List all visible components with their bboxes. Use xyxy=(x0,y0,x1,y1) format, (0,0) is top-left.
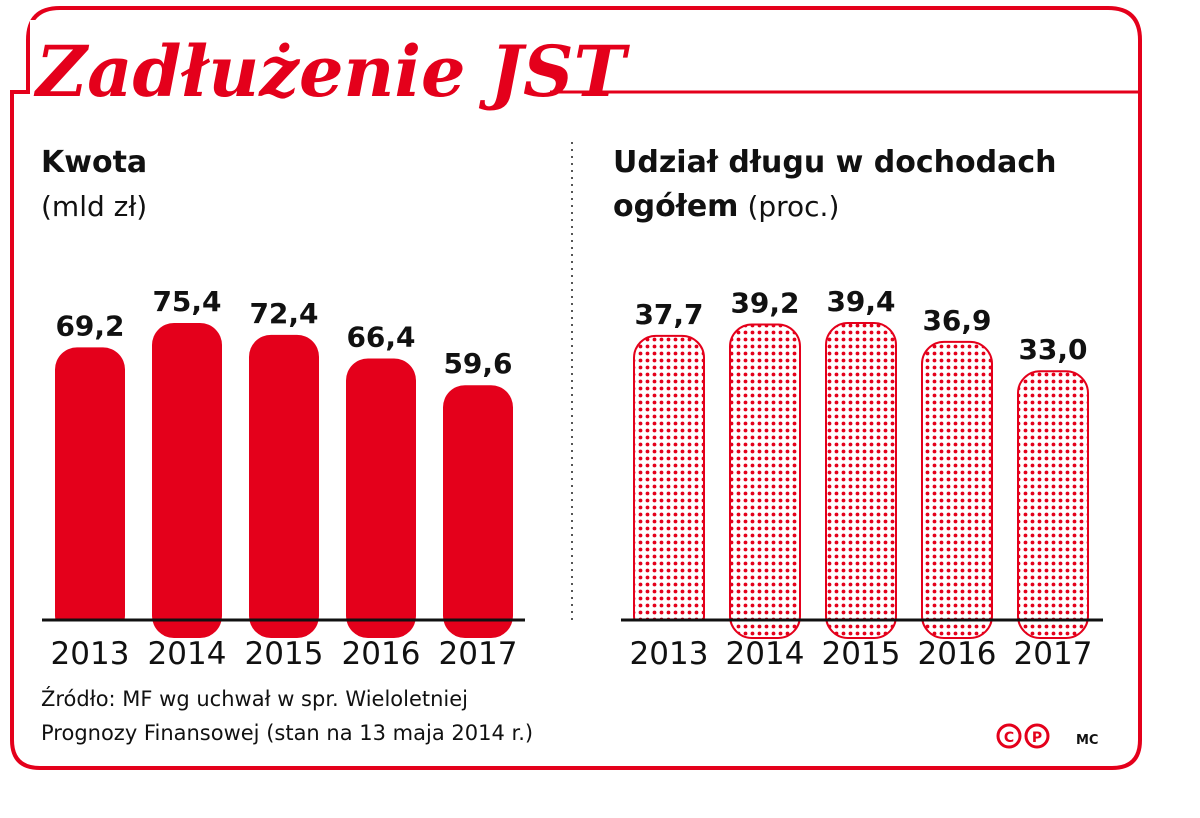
left-value-label-2013: 69,2 xyxy=(55,309,124,342)
right-tick-label-2015: 2015 xyxy=(822,636,901,672)
cp-logo: C P xyxy=(996,723,1050,749)
left-bar-2017 xyxy=(443,385,513,638)
right-bar-2016 xyxy=(921,340,993,639)
left-tick-label-2017: 2017 xyxy=(439,636,518,672)
author-credit: MC xyxy=(1076,733,1098,748)
right-bar-chart: 37,7 2013 39,2 2014 39,4 2015 36,9 2016 33,0 2017 xyxy=(621,285,1103,672)
right-bar-2014 xyxy=(729,323,801,639)
right-value-label-2015: 39,4 xyxy=(826,285,895,318)
right-tick-label-2013: 2013 xyxy=(630,636,709,672)
left-value-label-2015: 72,4 xyxy=(249,297,318,330)
right-tick-label-2014: 2014 xyxy=(726,636,805,672)
right-chart-title-line-1: Udział długu w dochodach xyxy=(613,145,1057,180)
left-tick-label-2015: 2015 xyxy=(245,636,324,672)
left-tick-label-2016: 2016 xyxy=(342,636,421,672)
left-value-label-2014: 75,4 xyxy=(152,285,221,318)
cp-logo-glyph-1: C xyxy=(1004,730,1014,746)
right-chart-unit: (proc.) xyxy=(747,190,839,223)
right-chart-title-bold: ogółem xyxy=(613,189,738,224)
page-title: Zadłużenie JST xyxy=(33,30,631,113)
left-bar-2014 xyxy=(152,323,222,638)
left-tick-label-2013: 2013 xyxy=(51,636,130,672)
right-bar-2017 xyxy=(1017,370,1089,639)
left-bar-2015 xyxy=(249,334,319,638)
left-bar-chart: 69,2 2013 75,4 2014 72,4 2015 66,4 2016 59,6 2017 xyxy=(42,285,525,672)
right-value-label-2016: 36,9 xyxy=(922,304,991,337)
left-tick-label-2014: 2014 xyxy=(148,636,227,672)
left-chart-title: Kwota xyxy=(41,145,147,180)
left-value-label-2016: 66,4 xyxy=(346,320,415,353)
left-bar-2013 xyxy=(55,347,125,638)
right-tick-label-2016: 2016 xyxy=(918,636,997,672)
frame-border xyxy=(10,6,1142,770)
title-mask xyxy=(30,20,550,110)
left-bar-2016 xyxy=(346,358,416,638)
source-line-1: Źródło: MF wg uchwał w spr. Wieloletniej xyxy=(41,686,468,711)
right-bar-2015 xyxy=(825,322,897,639)
right-value-label-2014: 39,2 xyxy=(730,287,799,320)
left-chart-unit: (mld zł) xyxy=(41,190,147,223)
right-value-label-2013: 37,7 xyxy=(634,298,703,331)
right-tick-label-2017: 2017 xyxy=(1014,636,1093,672)
left-value-label-2017: 59,6 xyxy=(443,347,512,380)
right-value-label-2017: 33,0 xyxy=(1018,333,1087,366)
right-bar-2013 xyxy=(633,334,705,639)
right-chart-title-line-2: ogółem (proc.) xyxy=(613,189,839,224)
source-line-2: Prognozy Finansowej (stan na 13 maja 201… xyxy=(41,721,533,745)
cp-logo-glyph-2: P xyxy=(1032,730,1042,746)
